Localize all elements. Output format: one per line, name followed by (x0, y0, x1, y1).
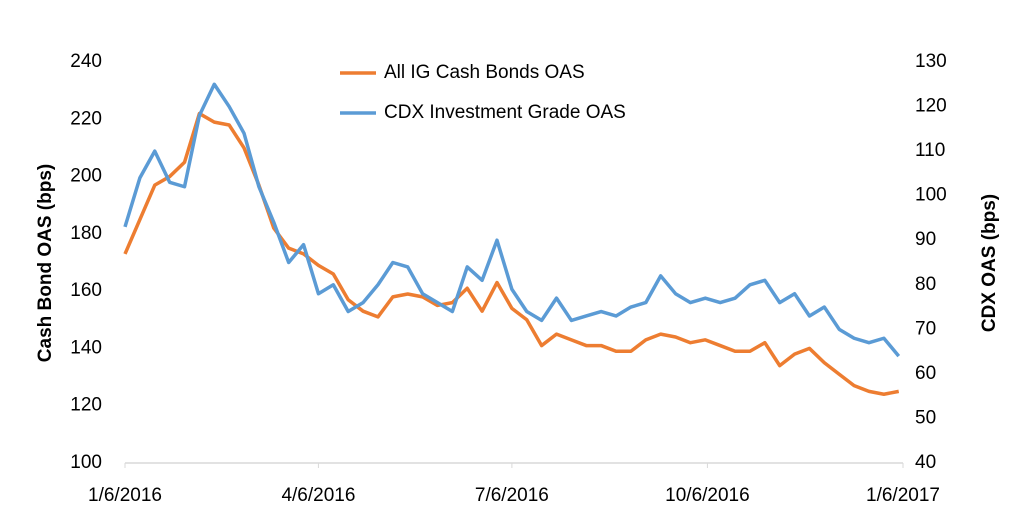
y-tick-label: 200 (70, 166, 102, 187)
y-tick-label: 140 (70, 337, 102, 358)
y2-tick-label: 100 (915, 185, 947, 206)
y2-tick-label: 50 (915, 407, 936, 428)
y2-tick-label: 70 (915, 318, 936, 339)
y2-axis-title: CDX OAS (bps) (979, 194, 1000, 332)
legend-label: All IG Cash Bonds OAS (384, 62, 585, 83)
y2-tick-label: 40 (915, 452, 936, 473)
y2-tick-label: 60 (915, 363, 936, 384)
y2-tick-label: 90 (915, 229, 936, 250)
y2-tick-label: 130 (915, 51, 947, 72)
x-tick-label: 1/6/2017 (866, 485, 940, 506)
y-tick-label: 120 (70, 395, 102, 416)
x-tick-label: 4/6/2016 (281, 485, 355, 506)
legend-label: CDX Investment Grade OAS (384, 102, 626, 123)
y-tick-label: 240 (70, 51, 102, 72)
x-tick-label: 1/6/2016 (88, 485, 162, 506)
data-line (123, 82, 901, 358)
y-tick-label: 180 (70, 223, 102, 244)
y-tick-label: 160 (70, 280, 102, 301)
y2-tick-label: 120 (915, 96, 947, 117)
x-tick-label: 7/6/2016 (475, 485, 549, 506)
y2-tick-label: 110 (915, 140, 945, 161)
y-tick-label: 220 (70, 108, 102, 129)
y-tick-label: 100 (70, 452, 102, 473)
y2-tick-label: 80 (915, 274, 936, 295)
x-tick-label: 10/6/2016 (665, 485, 750, 506)
y-axis-title: Cash Bond OAS (bps) (35, 164, 56, 362)
data-line (123, 111, 900, 397)
